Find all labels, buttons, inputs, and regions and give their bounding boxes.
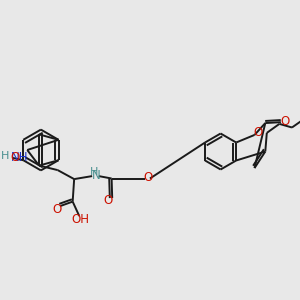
Text: O: O (52, 202, 62, 216)
Text: H: H (1, 151, 10, 161)
Text: N: N (92, 169, 101, 182)
Text: O: O (103, 194, 112, 207)
Text: O: O (11, 151, 20, 164)
Text: H: H (89, 167, 98, 177)
Text: O: O (280, 116, 290, 128)
Text: NH: NH (11, 151, 28, 164)
Text: OH: OH (71, 213, 89, 226)
Text: O: O (143, 171, 152, 184)
Text: O: O (254, 126, 263, 139)
